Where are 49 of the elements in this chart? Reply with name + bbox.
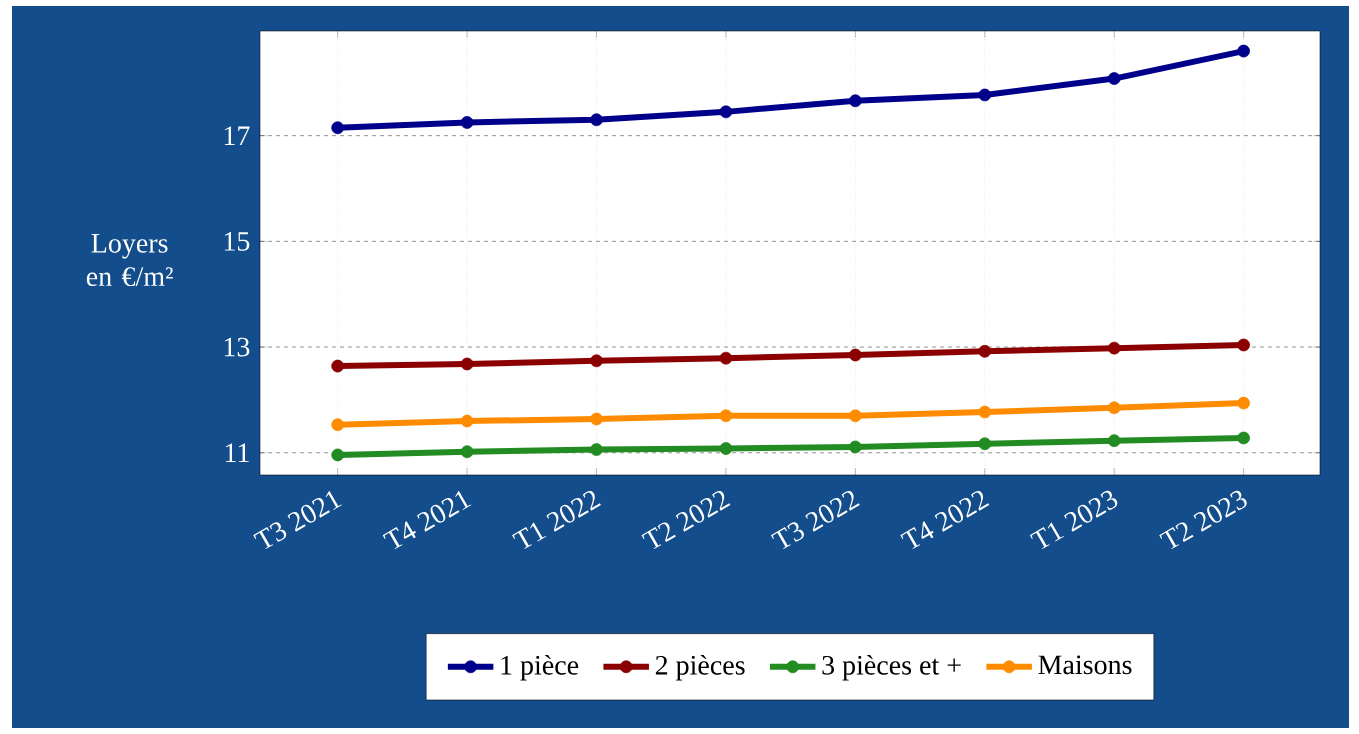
point — [849, 348, 862, 362]
x-tick-label: T2 2022 — [641, 490, 731, 550]
point — [331, 448, 345, 462]
point — [590, 113, 603, 127]
point — [719, 351, 733, 365]
y-axis-title: Loyers en €/m² — [86, 234, 173, 287]
point — [978, 88, 992, 102]
legend-label: 1 pièce — [501, 654, 579, 681]
x-tick-label: T1 2023 — [1029, 490, 1118, 550]
point — [1107, 341, 1121, 355]
y-tick-label: 13 — [224, 337, 250, 357]
point — [1107, 72, 1121, 85]
point — [331, 359, 345, 373]
y-tick-label: 11 — [225, 443, 249, 463]
y-tick-label: 15 — [224, 231, 250, 251]
point — [590, 412, 603, 426]
point — [460, 357, 474, 371]
point — [849, 94, 862, 108]
point — [1237, 338, 1250, 352]
point — [331, 418, 345, 432]
point — [1237, 396, 1250, 410]
x-tick-label: T1 2022 — [512, 490, 601, 550]
legend-label: Maisons — [1038, 655, 1132, 675]
point — [1237, 431, 1250, 445]
x-tick-label: T3 2022 — [770, 490, 860, 550]
point — [1107, 401, 1121, 415]
point — [460, 414, 474, 428]
point — [460, 445, 474, 459]
point — [719, 442, 733, 455]
point — [719, 409, 733, 423]
legend-label: 3 pièces et + — [822, 654, 961, 681]
x-tick-label: T2 2023 — [1159, 490, 1247, 550]
point — [978, 344, 992, 358]
point — [1107, 434, 1121, 447]
point — [978, 437, 992, 451]
point — [590, 354, 603, 368]
x-tick-label: T4 2021 — [382, 490, 472, 550]
point — [719, 105, 733, 119]
legend-label: 2 pièces — [655, 654, 745, 681]
point — [978, 405, 992, 419]
y-tick-label: 17 — [224, 126, 250, 145]
point — [849, 440, 862, 454]
x-tick-label: T3 2021 — [253, 490, 342, 550]
x-tick-label: T4 2022 — [900, 490, 990, 550]
point — [590, 443, 603, 456]
point — [1237, 44, 1250, 58]
point — [331, 121, 345, 135]
point — [849, 409, 862, 423]
point — [460, 116, 474, 129]
